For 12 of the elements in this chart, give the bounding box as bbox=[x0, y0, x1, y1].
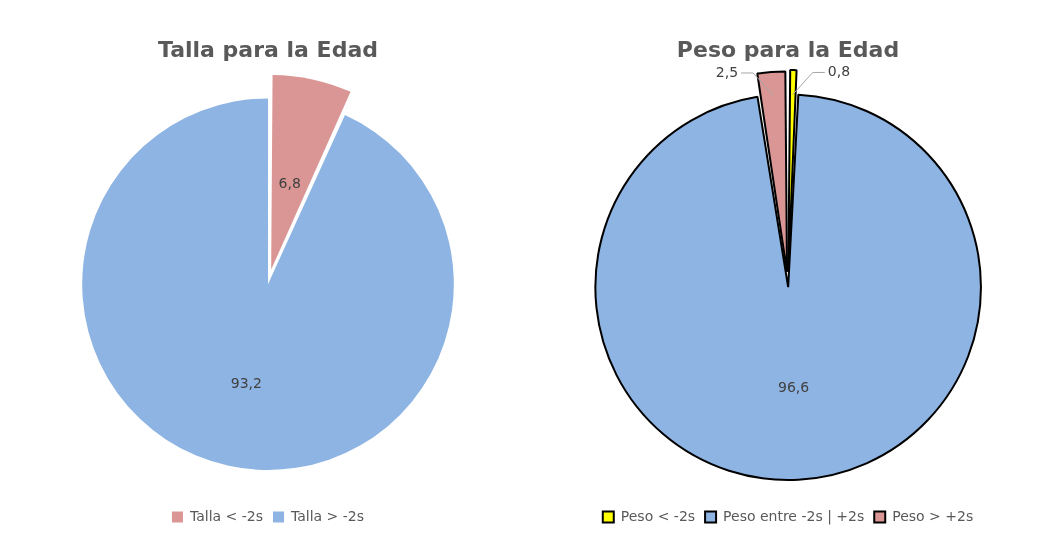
chart-title: Talla para la Edad bbox=[158, 36, 378, 62]
legend-label: Peso < -2s bbox=[620, 507, 696, 524]
data-label: 6,8 bbox=[278, 174, 301, 191]
chart-title: Peso para la Edad bbox=[676, 36, 900, 62]
legend-label: Talla > -2s bbox=[290, 507, 365, 524]
data-label: 0,8 bbox=[827, 63, 851, 80]
data-label: 2,5 bbox=[715, 63, 739, 80]
legend-label: Peso entre -2s | +2s bbox=[723, 507, 865, 525]
legend-label: Talla < -2s bbox=[188, 507, 264, 524]
data-label: 96,6 bbox=[777, 379, 810, 396]
data-label: 93,2 bbox=[230, 374, 262, 391]
legend-label: Peso > +2s bbox=[892, 507, 974, 524]
